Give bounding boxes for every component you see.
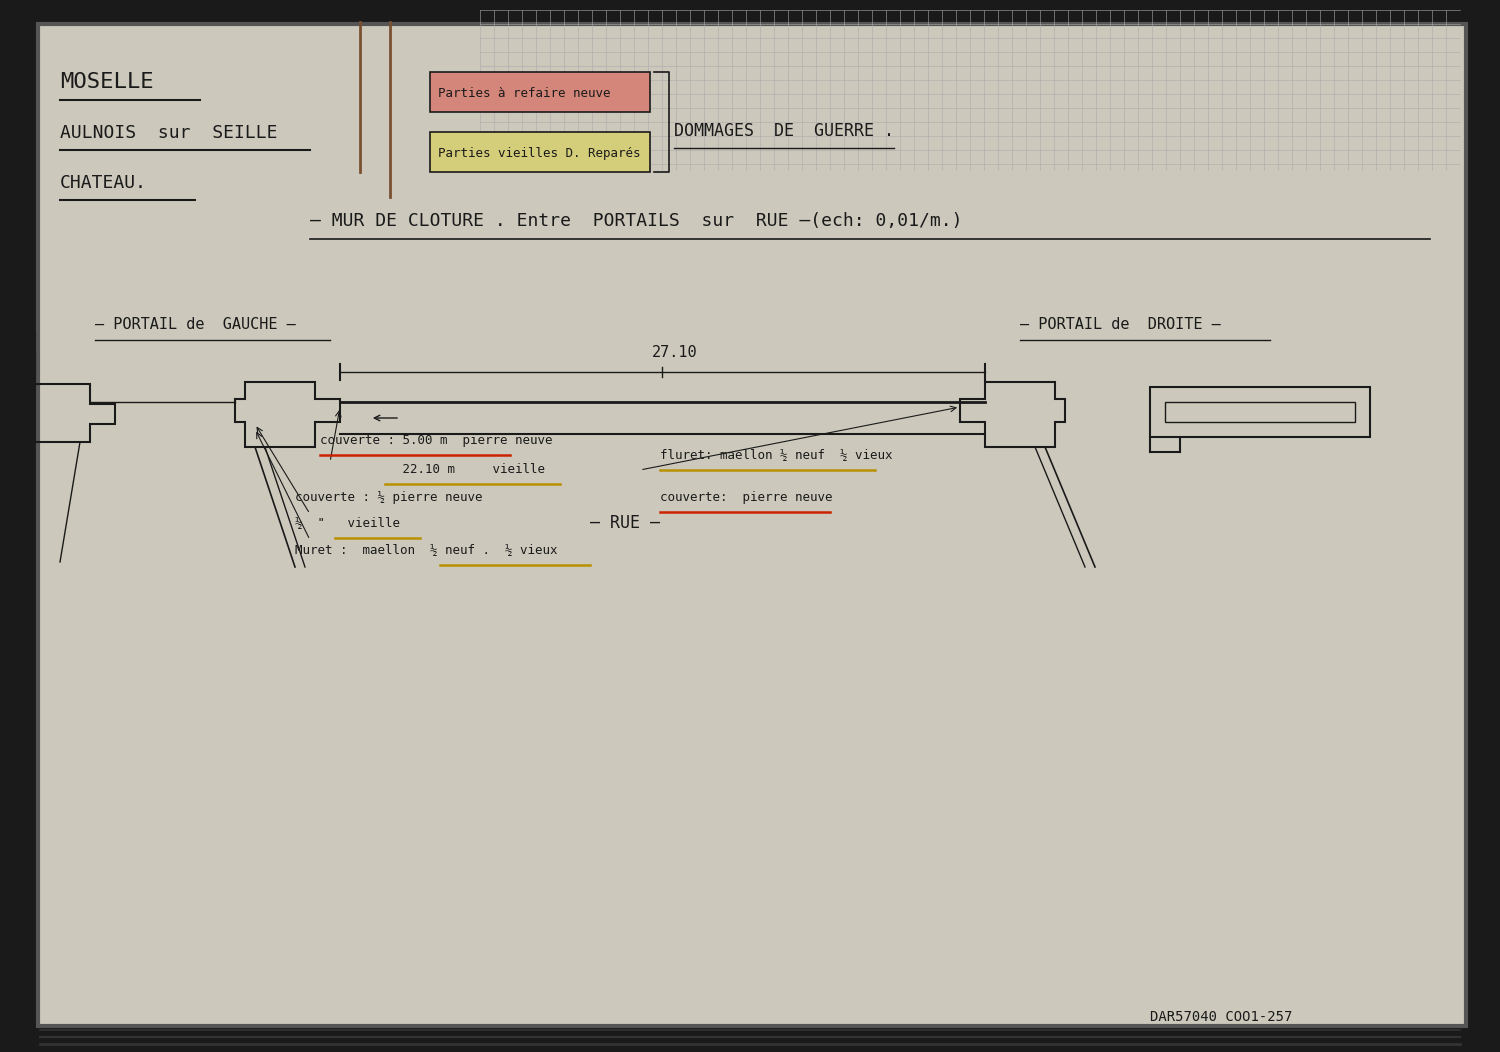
Text: CHATEAU.: CHATEAU.: [60, 174, 147, 193]
Text: 27.10: 27.10: [652, 345, 698, 360]
Text: couverte : 5.00 m  pierre neuve: couverte : 5.00 m pierre neuve: [320, 434, 552, 447]
Bar: [430, 132, 650, 171]
Text: MOSELLE: MOSELLE: [60, 72, 153, 92]
Text: Muret :  maellon  ½ neuf .  ½ vieux: Muret : maellon ½ neuf . ½ vieux: [296, 544, 558, 557]
Text: — PORTAIL de  DROITE —: — PORTAIL de DROITE —: [1020, 317, 1221, 332]
Text: Parties à refaire neuve: Parties à refaire neuve: [438, 87, 610, 100]
Text: 22.10 m     vieille: 22.10 m vieille: [320, 463, 544, 476]
Bar: [1150, 387, 1370, 437]
Text: ½  "   vieille: ½ " vieille: [296, 517, 400, 530]
Text: Parties vieilles D. Reparés: Parties vieilles D. Reparés: [438, 147, 640, 160]
Text: AULNOIS  sur  SEILLE: AULNOIS sur SEILLE: [60, 124, 278, 142]
Text: DAR57040 COO1-257: DAR57040 COO1-257: [1150, 1010, 1293, 1024]
Text: couverte:  pierre neuve: couverte: pierre neuve: [660, 491, 832, 504]
Bar: [430, 72, 650, 112]
Text: DOMMAGES  DE  GUERRE .: DOMMAGES DE GUERRE .: [674, 122, 894, 140]
Text: — RUE —: — RUE —: [590, 514, 660, 532]
Text: couverte : ½ pierre neuve: couverte : ½ pierre neuve: [296, 491, 483, 504]
Text: — MUR DE CLOTURE . Entre  PORTAILS  sur  RUE —(ech: 0,01/m.): — MUR DE CLOTURE . Entre PORTAILS sur RU…: [310, 213, 963, 230]
Text: — PORTAIL de  GAUCHE —: — PORTAIL de GAUCHE —: [94, 317, 296, 332]
Text: fluret: maellon ½ neuf  ½ vieux: fluret: maellon ½ neuf ½ vieux: [660, 449, 892, 462]
Bar: [1166, 402, 1354, 422]
